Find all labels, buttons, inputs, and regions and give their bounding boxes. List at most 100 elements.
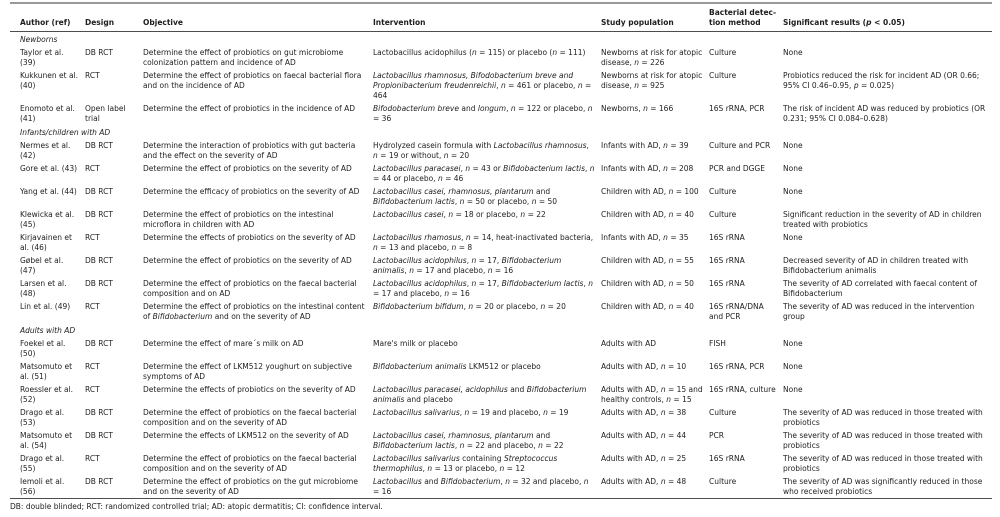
cell-objective: Determine the effect of probiotics on th… <box>143 163 352 173</box>
cell-design: RCT <box>85 232 100 242</box>
cell-design: RCT <box>85 384 100 394</box>
study-row: Nermes et al. (42) DB RCT Determine the in… <box>10 139 992 162</box>
cell-results: None <box>783 163 803 173</box>
cell-population: Newborns at risk for atopic disease, n =… <box>601 70 703 90</box>
cell-population: Children with AD, n = 55 <box>601 255 694 265</box>
cell-detection: 16S rRNA/DNA and PCR <box>709 301 764 321</box>
cell-author: Taylor et al. (39) <box>20 47 64 67</box>
cell-results: The severity of AD was reduced in those … <box>783 453 983 473</box>
cell-population: Children with AD, n = 40 <box>601 301 694 311</box>
cell-intervention: Bifidobacterium animalis LKM512 or place… <box>373 361 541 371</box>
study-row: Iemoli et al. (56) DB RCT Determine the ef… <box>10 475 992 499</box>
cell-design: DB RCT <box>85 278 113 288</box>
cell-results: The severity of AD correlated with faeca… <box>783 278 977 298</box>
cell-objective: Determine the effect of probiotics on th… <box>143 476 358 496</box>
col-header-objective: Objective <box>143 3 373 32</box>
cell-results: The severity of AD was reduced in those … <box>783 407 983 427</box>
cell-population: Adults with AD, n = 15 and healthy contr… <box>601 384 703 404</box>
cell-population: Adults with AD, n = 25 <box>601 453 687 463</box>
cell-objective: Determine the effects of probiotics on t… <box>143 384 356 394</box>
cell-design: DB RCT <box>85 407 113 417</box>
cell-results: The severity of AD was significantly red… <box>783 476 983 496</box>
cell-objective: Determine the effect of probiotics on th… <box>143 278 357 298</box>
cell-author: Larsen et al. (48) <box>20 278 67 298</box>
cell-author: Foekel et al. (50) <box>20 338 66 358</box>
cell-results: Probiotics reduced the risk for incident… <box>783 70 980 90</box>
cell-detection: FISH <box>709 338 726 348</box>
cell-detection: Culture <box>709 407 737 417</box>
cell-detection: 16S rRNA <box>709 232 745 242</box>
header-row: Author (ref) Design Objective Intervention S… <box>10 3 992 32</box>
section-row: Adults with AD <box>10 323 992 337</box>
col-header-design: Design <box>85 3 143 32</box>
cell-design: DB RCT <box>85 186 113 196</box>
cell-population: Newborns, n = 166 <box>601 103 674 113</box>
cell-author: Matsomuto et al. (54) <box>20 430 73 450</box>
cell-results: The severity of AD was reduced in those … <box>783 430 983 450</box>
cell-detection: 16S rRNA, PCR <box>709 103 765 113</box>
study-row: Roessler et al. (52) RCT Determine the eff… <box>10 383 992 406</box>
cell-intervention: Lactobacillus acidophilus, n = 17, Bifid… <box>373 278 593 298</box>
cell-design: RCT <box>85 301 100 311</box>
cell-objective: Determine the effect of probiotics on th… <box>143 453 357 473</box>
study-row: Gore et al. (43) RCT Determine the effect … <box>10 162 992 185</box>
study-row: Foekel et al. (50) DB RCT Determine the ef… <box>10 337 992 360</box>
cell-author: Enomoto et al. (41) <box>20 103 75 123</box>
study-row: Yang et al. (44) DB RCT Determine the effi… <box>10 185 992 208</box>
cell-intervention: Lactobacillus salivarius, n = 19 and pla… <box>373 407 569 417</box>
cell-population: Infants with AD, n = 35 <box>601 232 689 242</box>
study-row: Drago et al. (53) DB RCT Determine the eff… <box>10 406 992 429</box>
cell-population: Adults with AD, n = 10 <box>601 361 687 371</box>
cell-design: DB RCT <box>85 430 113 440</box>
cell-author: Matsomuto et al. (51) <box>20 361 73 381</box>
cell-objective: Determine the effect of probiotics on th… <box>143 255 352 265</box>
cell-results: Decreased severity of AD in children tre… <box>783 255 969 275</box>
study-row: Gøbel et al. (47) DB RCT Determine the eff… <box>10 254 992 277</box>
section-label: Adults with AD <box>20 326 76 335</box>
section-label: Infants/children with AD <box>20 128 111 137</box>
cell-design: RCT <box>85 361 100 371</box>
study-row: Lin et al. (49) RCT Determine the effect o… <box>10 300 992 323</box>
cell-population: Infants with AD, n = 39 <box>601 140 689 150</box>
cell-objective: Determine the effect of probiotics on th… <box>143 407 357 427</box>
cell-results: None <box>783 232 803 242</box>
cell-design: DB RCT <box>85 338 113 348</box>
cell-detection: Culture <box>709 476 737 486</box>
cell-population: Adults with AD, n = 44 <box>601 430 687 440</box>
cell-author: Gore et al. (43) <box>20 163 78 173</box>
cell-objective: Determine the effect of probiotics on th… <box>143 209 334 229</box>
cell-design: RCT <box>85 70 100 80</box>
cell-intervention: Mare's milk or placebo <box>373 338 458 348</box>
cell-population: Infants with AD, n = 208 <box>601 163 694 173</box>
col-header-author: Author (ref) <box>10 3 85 32</box>
table-container: Author (ref) Design Objective Intervention S… <box>10 2 992 512</box>
cell-detection: Culture and PCR <box>709 140 771 150</box>
cell-author: Klewicka et al. (45) <box>20 209 75 229</box>
study-row: Drago et al. (55) RCT Determine the effect… <box>10 452 992 475</box>
cell-population: Adults with AD, n = 48 <box>601 476 687 486</box>
cell-intervention: Lactobacillus casei, n = 18 or placebo, … <box>373 209 546 219</box>
col-header-population: Study population <box>601 3 709 32</box>
cell-results: None <box>783 186 803 196</box>
cell-author: Kirjavainen et al. (46) <box>20 232 72 252</box>
study-row: Larsen et al. (48) DB RCT Determine the ef… <box>10 277 992 300</box>
cell-author: Drago et al. (53) <box>20 407 65 427</box>
study-row: Enomoto et al. (41) Open label trial Deter… <box>10 102 992 125</box>
cell-design: DB RCT <box>85 476 113 486</box>
study-row: Matsomuto et al. (51) RCT Determine the ef… <box>10 360 992 383</box>
cell-population: Children with AD, n = 100 <box>601 186 699 196</box>
cell-intervention: Lactobacillus acidophilus (n = 115) or p… <box>373 47 586 57</box>
cell-intervention: Lactobacillus casei, rhamnosus, plantaru… <box>373 430 564 450</box>
cell-objective: Determine the interaction of probiotics … <box>143 140 356 160</box>
cell-objective: Determine the efficacy of probiotics on … <box>143 186 360 196</box>
cell-intervention: Lactobacillus rhamnosus, Bifodobacterium… <box>373 70 592 100</box>
cell-design: DB RCT <box>85 209 113 219</box>
cell-author: Gøbel et al. (47) <box>20 255 64 275</box>
cell-author: Yang et al. (44) <box>20 186 77 196</box>
cell-results: None <box>783 338 803 348</box>
cell-author: Drago et al. (55) <box>20 453 65 473</box>
cell-detection: 16S rRNA <box>709 278 745 288</box>
cell-population: Newborns at risk for atopic disease, n =… <box>601 47 703 67</box>
cell-detection: PCR and DGGE <box>709 163 765 173</box>
